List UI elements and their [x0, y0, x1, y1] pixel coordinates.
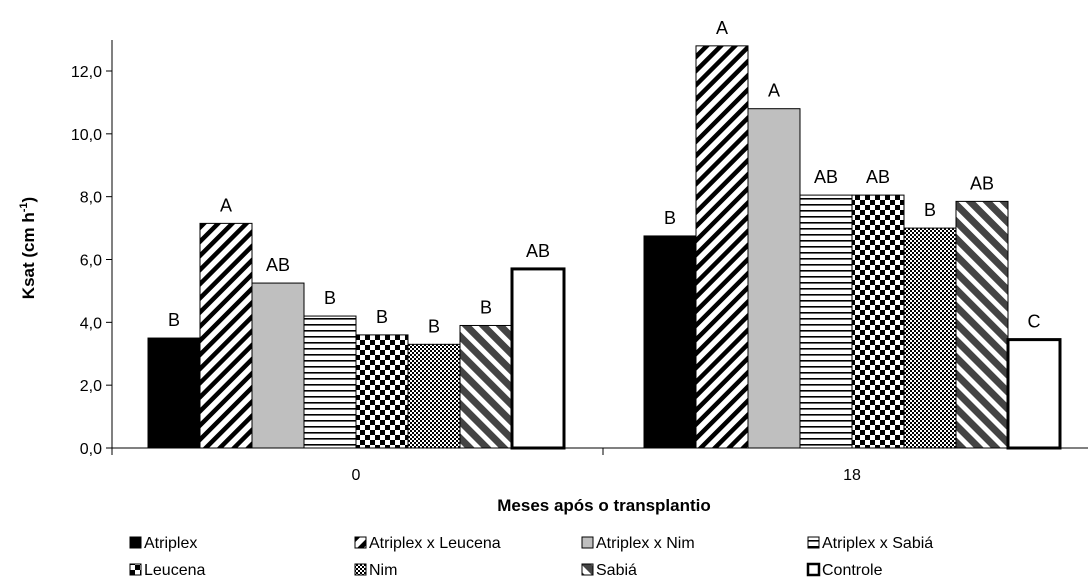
legend-swatch [129, 536, 142, 549]
axes: 0,0 2,0 4,0 6,0 8,0 10,0 12,0 Ksat (cm h-1) 0 18 M… [18, 40, 1088, 515]
x-tick-label: 0 [352, 467, 361, 484]
bar-significance-label: B [924, 200, 936, 220]
bar-significance-label: AB [866, 167, 890, 187]
legend-label: Atriplex x Leucena [369, 535, 501, 552]
bar-significance-label: AB [814, 167, 838, 187]
bar-significance-label: A [768, 81, 780, 101]
x-tick-label: 18 [843, 467, 861, 484]
legend-swatch [806, 562, 821, 577]
bar-checker-18 [851, 194, 905, 449]
legend-label: Atriplex x Sabiá [822, 535, 933, 552]
legend: Atriplex Atriplex x Leucena Atriplex x Nim… [129, 535, 933, 579]
y-tick-label: 4,0 [80, 315, 102, 332]
y-tick-label: 2,0 [80, 378, 102, 395]
bars [147, 45, 1062, 450]
legend-swatch [581, 563, 594, 576]
legend-label: Sabiá [596, 562, 637, 579]
bar-significance-label: A [220, 195, 232, 215]
legend-swatch [807, 536, 820, 549]
bar-solid-black-0 [147, 337, 201, 449]
bar-significance-label: AB [970, 173, 994, 193]
y-tick-label: 0,0 [80, 441, 102, 458]
y-axis-title: Ksat (cm h-1) [18, 197, 38, 299]
y-tick-label: 6,0 [80, 253, 102, 270]
bar-significance-label: B [664, 208, 676, 228]
bar-wide-diagonal-18 [955, 200, 1009, 449]
bar-fine-cross-0 [407, 343, 461, 449]
bar-solid-black-18 [643, 235, 697, 449]
legend-swatch [354, 536, 367, 549]
y-tick-label: 10,0 [71, 127, 102, 144]
bar-significance-label: B [480, 297, 492, 317]
bar-horizontal-stripes-0 [303, 315, 357, 449]
bar-diagonal-stripes-0 [199, 222, 253, 449]
legend-label: Nim [369, 562, 397, 579]
bar-horizontal-stripes-18 [799, 194, 853, 449]
legend-label: Leucena [144, 562, 205, 579]
legend-swatch [581, 536, 594, 549]
bar-significance-label: A [716, 18, 728, 38]
bar-significance-label: C [1028, 312, 1041, 332]
bar-white-outline-0 [510, 267, 566, 450]
y-tick-label: 8,0 [80, 190, 102, 207]
bar-solid-gray-0 [251, 282, 305, 449]
bar-wide-diagonal-0 [459, 324, 513, 449]
bar-significance-label: B [428, 316, 440, 336]
bar-significance-label: B [168, 310, 180, 330]
bar-diagonal-stripes-18 [695, 45, 749, 449]
bar-white-outline-18 [1006, 338, 1062, 450]
bar-solid-gray-18 [747, 108, 801, 449]
bar-significance-label: AB [266, 255, 290, 275]
legend-swatch [129, 563, 142, 576]
bar-labels: B A AB B B B B AB B A A AB AB B AB C [168, 18, 1041, 336]
bar-fine-cross-18 [903, 227, 957, 449]
bar-checker-0 [355, 334, 409, 449]
legend-label: Atriplex [144, 535, 197, 552]
bar-significance-label: B [324, 288, 336, 308]
legend-swatch [354, 563, 367, 576]
y-tick-label: 12,0 [71, 64, 102, 81]
bar-significance-label: AB [526, 241, 550, 261]
x-axis-title: Meses após o transplantio [497, 496, 711, 515]
legend-label: Controle [822, 562, 883, 579]
bar-significance-label: B [376, 307, 388, 327]
legend-label: Atriplex x Nim [596, 535, 695, 552]
